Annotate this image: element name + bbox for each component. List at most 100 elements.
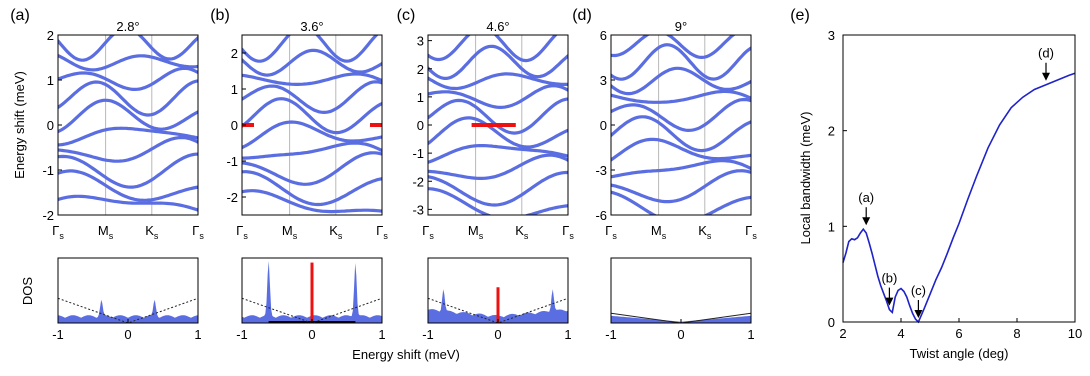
band-line bbox=[58, 135, 198, 163]
y-tick-label: -6 bbox=[595, 208, 607, 223]
free-dos-line bbox=[242, 297, 382, 323]
band-panel-d: -6 -3 0 3 6 Γs Ms Ks Γs 9° (d) bbox=[572, 7, 757, 241]
y-tick-label: 2 bbox=[47, 28, 54, 43]
band-line bbox=[611, 137, 751, 162]
dos-fill bbox=[611, 315, 751, 323]
band-line bbox=[428, 187, 568, 215]
annotation-arrowhead bbox=[862, 217, 871, 226]
dos-fill bbox=[242, 261, 382, 323]
k-label: Γs bbox=[562, 223, 574, 241]
band-line bbox=[58, 169, 198, 202]
y-tick-label: -3 bbox=[595, 163, 607, 178]
dos-panel-c: -1 0 1 bbox=[422, 257, 572, 342]
bands-group bbox=[58, 35, 198, 212]
free-dos-line bbox=[428, 297, 568, 323]
band-line bbox=[428, 72, 568, 91]
x-tick-label: -1 bbox=[422, 327, 434, 342]
band-line bbox=[242, 189, 382, 214]
y-tick-label: 6 bbox=[600, 28, 607, 43]
band-line bbox=[242, 48, 382, 77]
panel-title: 9° bbox=[675, 19, 687, 34]
y-tick-label: 1 bbox=[828, 219, 835, 234]
y-tick-label: 2 bbox=[417, 62, 424, 77]
x-tick-label: 1 bbox=[378, 327, 385, 342]
x-tick-label: -1 bbox=[236, 327, 248, 342]
k-label: Ks bbox=[329, 223, 343, 241]
y-tick-label: 1 bbox=[231, 82, 238, 97]
y-tick-label: 2 bbox=[231, 46, 238, 61]
band-line bbox=[58, 98, 198, 134]
x-tick-label: 0 bbox=[308, 327, 315, 342]
annotation-arrowhead bbox=[885, 297, 894, 306]
dos-fill bbox=[58, 299, 198, 323]
band-line bbox=[428, 84, 568, 110]
band-line bbox=[428, 144, 568, 164]
panel-label: (b) bbox=[210, 7, 230, 24]
annotation-label: (b) bbox=[881, 271, 897, 286]
k-label: Ms bbox=[468, 223, 484, 241]
dos-panel-a: -1 0 1 bbox=[52, 257, 202, 342]
x-tick-label: 4 bbox=[897, 326, 904, 341]
k-label: Γs bbox=[605, 223, 617, 241]
k-label: Γs bbox=[422, 223, 434, 241]
axes-frame bbox=[610, 34, 752, 216]
free-dos-line bbox=[58, 297, 198, 323]
annotation-label: (d) bbox=[1038, 46, 1054, 61]
panel-title: 2.8° bbox=[116, 19, 139, 34]
band-line bbox=[242, 120, 382, 150]
band-line bbox=[58, 54, 198, 72]
band-line bbox=[611, 159, 751, 179]
dos-panel-d: -1 0 1 bbox=[605, 257, 755, 342]
k-label: Γs bbox=[745, 223, 757, 241]
band-line bbox=[428, 170, 568, 207]
y-tick-label: -1 bbox=[226, 154, 238, 169]
x-axis-label: Twist angle (deg) bbox=[910, 346, 1009, 361]
dos-panel-b: -1 0 1 bbox=[236, 257, 386, 342]
panel-e: (e) 2 4 6 8 10 0 1 2 3 Twist angle (deg) Local band… bbox=[790, 7, 1082, 361]
k-label: Γs bbox=[376, 223, 388, 241]
band-line bbox=[242, 97, 382, 135]
band-line bbox=[58, 194, 198, 212]
band-line bbox=[58, 126, 198, 147]
y-axis-label: Local bandwidth (meV) bbox=[798, 112, 813, 245]
x-tick-label: 1 bbox=[564, 327, 571, 342]
band-line bbox=[242, 72, 382, 86]
dos-fill bbox=[428, 289, 568, 323]
band-line bbox=[611, 169, 751, 204]
band-line bbox=[611, 190, 751, 215]
dos-group bbox=[428, 287, 568, 323]
y-tick-label: 1 bbox=[47, 73, 54, 88]
k-label: Ms bbox=[282, 223, 298, 241]
dos-group bbox=[58, 297, 198, 323]
band-line bbox=[611, 89, 751, 104]
panel-label: (d) bbox=[572, 7, 592, 24]
band-line bbox=[242, 170, 382, 207]
k-label: Ms bbox=[651, 223, 667, 241]
dos-x-axis-label: Energy shift (meV) bbox=[352, 347, 460, 362]
band-line bbox=[58, 79, 198, 117]
y-tick-label: -1 bbox=[412, 146, 424, 161]
x-tick-label: 6 bbox=[955, 326, 962, 341]
y-tick-label: -2 bbox=[42, 208, 54, 223]
x-tick-label: -1 bbox=[605, 327, 617, 342]
band-line bbox=[242, 141, 382, 160]
k-label: Ms bbox=[98, 223, 114, 241]
y-tick-label: -1 bbox=[42, 163, 54, 178]
dos-frame bbox=[57, 257, 199, 324]
y-tick-label: -3 bbox=[412, 202, 424, 217]
band-line bbox=[58, 152, 198, 189]
band-line bbox=[611, 115, 751, 153]
bands-group bbox=[242, 35, 382, 214]
k-label: Ks bbox=[145, 223, 159, 241]
dos-group bbox=[242, 261, 382, 323]
y-tick-label: 0 bbox=[417, 118, 424, 133]
annotation-arrowhead bbox=[1042, 72, 1050, 81]
k-label: Ks bbox=[515, 223, 529, 241]
dos-y-axis-label: DOS bbox=[20, 277, 35, 306]
annotation-label: (a) bbox=[858, 190, 874, 205]
band-line bbox=[58, 35, 198, 62]
band-line bbox=[428, 97, 568, 135]
band-line bbox=[428, 116, 568, 149]
y-tick-label: 0 bbox=[600, 118, 607, 133]
